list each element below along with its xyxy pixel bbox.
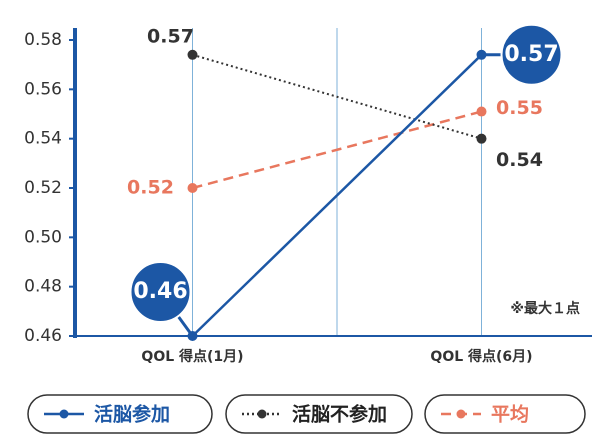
data-label: 0.46 <box>133 279 187 304</box>
legend-marker <box>257 409 267 419</box>
legend-item: 活脳不参加 <box>225 394 413 434</box>
marker <box>187 183 198 193</box>
legend-item: 活脳参加 <box>27 394 213 434</box>
data-label: 0.54 <box>496 149 543 171</box>
y-tick-label: 0.56 <box>24 79 62 99</box>
marker <box>187 49 198 60</box>
legend-marker <box>59 409 69 419</box>
x-tick-label: QOL 得点(1月) <box>141 348 243 365</box>
series-line <box>191 53 483 337</box>
y-tick-label: 0.50 <box>24 227 62 247</box>
legend-label: 平均 <box>491 403 529 426</box>
y-tick-label: 0.58 <box>24 30 62 50</box>
legend-label: 活脳不参加 <box>292 403 387 426</box>
marker <box>476 133 487 144</box>
legend-box <box>424 394 586 434</box>
series-line <box>192 53 482 140</box>
data-label: 0.57 <box>147 25 194 47</box>
y-tick-label: 0.46 <box>24 326 62 346</box>
label-bubble <box>500 23 563 86</box>
x-tick-label: QOL 得点(6月) <box>430 348 532 365</box>
label-bubble <box>129 261 192 323</box>
legend-box <box>225 394 413 434</box>
marker <box>476 106 487 117</box>
y-tick-label: 0.48 <box>24 277 62 297</box>
legend-marker <box>456 409 466 419</box>
data-label: 0.57 <box>504 42 558 67</box>
data-label: 0.55 <box>496 97 543 119</box>
y-tick-label: 0.54 <box>24 129 62 149</box>
y-tick-label: 0.52 <box>24 178 62 198</box>
data-label: 0.52 <box>127 177 174 199</box>
legend-box <box>27 394 213 434</box>
legend-label: 活脳参加 <box>94 403 170 426</box>
legend-item: 平均 <box>424 394 586 434</box>
annotation: ※最大１点 <box>510 300 580 317</box>
